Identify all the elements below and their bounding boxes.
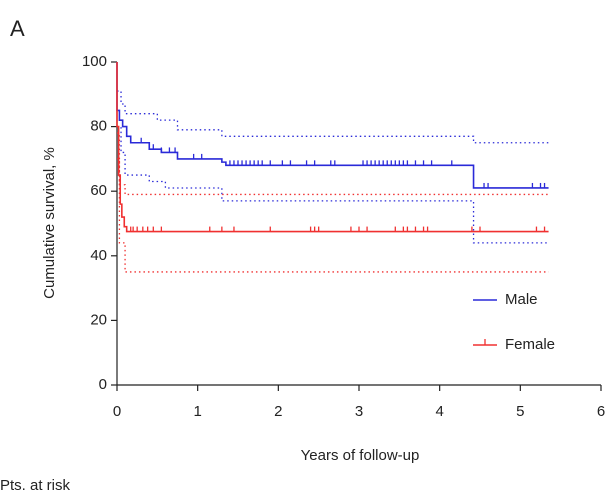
y-tick-label: 100 [82,53,107,70]
x-tick-label: 3 [355,403,363,420]
ci-lower [117,158,549,273]
x-tick-label: 0 [113,403,121,420]
survival-line [116,62,549,233]
legend-label: Male [505,291,538,308]
y-tick-label: 20 [90,311,107,328]
footer: Pts. at risk [0,477,71,494]
x-tick-label: 5 [516,403,524,420]
x-tick-label: 1 [193,403,201,420]
x-tick-label: 6 [597,403,605,420]
y-tick-label: 80 [90,118,107,135]
y-axis-label: Cumulative survival, % [41,147,58,299]
x-tick-label: 4 [435,403,443,420]
x-axis-label: Years of follow-up [301,447,420,464]
ci-upper [117,132,549,196]
ci-lower [117,125,549,244]
ci-upper [117,90,549,144]
legend-label: Female [505,336,555,353]
y-tick-label: 0 [99,376,107,393]
survival-line [116,62,549,189]
x-tick-label: 2 [274,403,282,420]
y-tick-label: 40 [90,247,107,264]
panel-label: A [10,16,25,41]
y-tick-label: 60 [90,182,107,199]
